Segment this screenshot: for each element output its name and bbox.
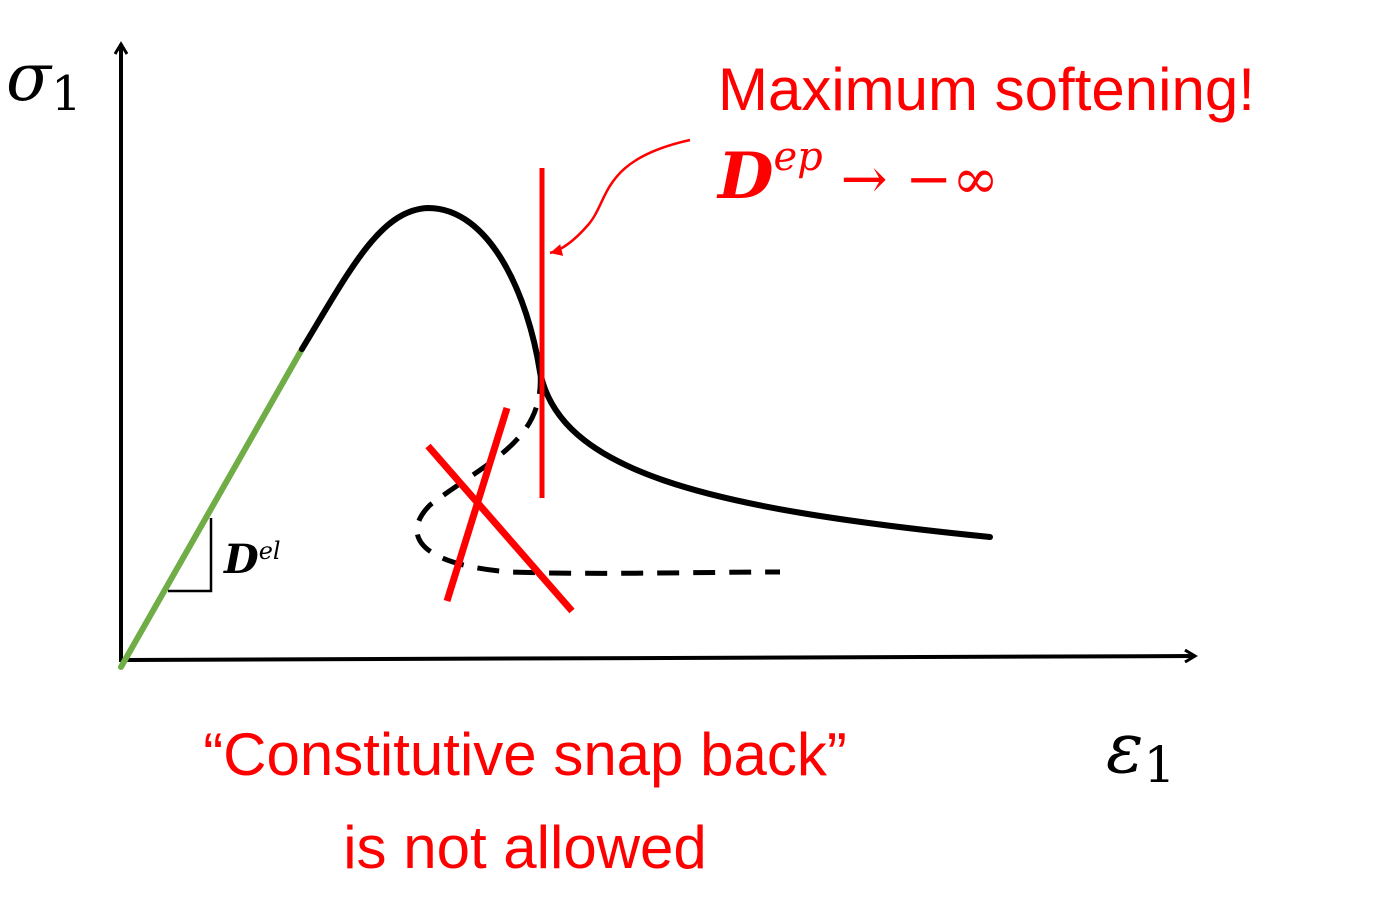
caption-line-1: “Constitutive snap back” (203, 721, 847, 788)
annotation-pointer-arrow (549, 138, 691, 256)
elastic-stiffness-label: Del (223, 536, 281, 583)
y-axis-label: σ1 (6, 39, 82, 122)
cross-out-line-1 (425, 443, 575, 614)
stress-strain-curve-peak (299, 204, 543, 375)
elastic-branch (118, 346, 305, 670)
annotation-tangent-expression: Dep → −∞ (716, 134, 999, 214)
x-axis (118, 656, 1195, 660)
stress-strain-curve-tail (537, 369, 993, 540)
annotation-title: Maximum softening! (718, 56, 1255, 123)
caption-line-2: is not allowed (343, 814, 707, 881)
slope-triangle (168, 518, 213, 593)
x-axis-label: ε1 (1106, 707, 1175, 794)
snap-back-curve-dashed (414, 371, 781, 576)
cross-out-line-2 (443, 406, 511, 603)
